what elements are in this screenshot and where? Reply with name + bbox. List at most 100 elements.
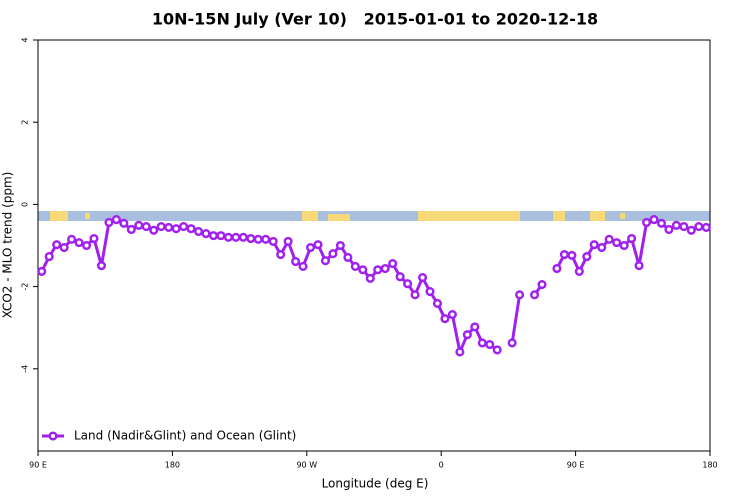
data-point xyxy=(432,298,443,309)
data-point xyxy=(619,240,629,251)
data-point xyxy=(462,330,472,340)
land-mask xyxy=(38,211,710,221)
data-point xyxy=(335,240,345,251)
data-point xyxy=(380,263,390,274)
data-point xyxy=(701,222,711,232)
plot-frame xyxy=(37,39,711,452)
x-tick-label: 180 xyxy=(165,461,180,470)
data-point xyxy=(313,240,323,250)
data-point xyxy=(417,273,428,283)
data-point xyxy=(440,314,450,324)
data-point xyxy=(388,259,398,269)
data-point xyxy=(664,224,674,235)
data-point xyxy=(305,243,316,253)
land-patch xyxy=(590,211,605,221)
data-point xyxy=(395,272,405,282)
data-point xyxy=(298,261,308,272)
data-point xyxy=(179,222,189,232)
data-point xyxy=(694,222,704,232)
legend-label: Land (Nadir&Glint) and Ocean (Glint) xyxy=(74,429,296,443)
data-point xyxy=(328,249,338,259)
data-point xyxy=(582,252,592,262)
data-point xyxy=(410,290,420,300)
data-point xyxy=(126,224,136,235)
data-point xyxy=(604,234,614,244)
data-point xyxy=(634,261,644,271)
data-point xyxy=(671,220,681,230)
data-point xyxy=(44,252,54,262)
data-point xyxy=(276,249,286,260)
data-point xyxy=(350,261,360,272)
data-point xyxy=(104,217,114,228)
y-tick-label: 0 xyxy=(21,202,30,207)
data-point xyxy=(627,233,637,244)
data-point xyxy=(111,215,121,225)
data-point xyxy=(171,224,181,234)
x-tick-label: 180 xyxy=(702,461,717,470)
data-point xyxy=(238,232,248,242)
y-tick-label: 2 xyxy=(21,120,30,125)
data-point xyxy=(455,347,465,357)
land-patch xyxy=(85,213,90,219)
data-point xyxy=(529,290,540,300)
data-point xyxy=(201,229,211,239)
x-tick-label: 0 xyxy=(439,461,444,470)
data-point xyxy=(507,338,517,348)
data-point xyxy=(656,218,667,228)
land-patch xyxy=(50,211,68,221)
data-point xyxy=(261,234,271,244)
y-tick-label: -2 xyxy=(21,283,30,291)
data-point xyxy=(52,240,62,250)
data-point xyxy=(164,222,174,232)
data-point xyxy=(373,265,383,275)
ocean-strip xyxy=(38,211,710,221)
data-point xyxy=(134,220,144,230)
land-patch xyxy=(620,213,625,219)
land-patch xyxy=(418,211,520,221)
data-point xyxy=(567,250,577,260)
data-point xyxy=(403,279,413,289)
y-tick-label: -4 xyxy=(21,365,30,373)
y-axis-label: XCO2 - MLO trend (ppm) xyxy=(1,172,15,319)
data-point xyxy=(589,240,599,250)
data-point xyxy=(186,224,196,234)
land-patch xyxy=(328,214,350,221)
data-point xyxy=(515,290,525,300)
data-point xyxy=(447,309,457,320)
data-point xyxy=(246,233,256,244)
data-point xyxy=(597,243,607,253)
data-point xyxy=(612,238,622,248)
data-point xyxy=(231,232,241,242)
data-point xyxy=(537,279,547,290)
data-point xyxy=(67,234,77,244)
data-point xyxy=(358,265,368,275)
y-tick-label: 4 xyxy=(21,37,30,42)
x-axis-label: Longitude (deg E) xyxy=(322,477,429,491)
land-patch xyxy=(553,211,565,221)
data-point xyxy=(552,263,562,274)
data-point xyxy=(253,234,263,244)
x-tick-label: 90 E xyxy=(29,461,47,470)
data-point xyxy=(96,261,107,271)
x-tick-label: 90 W xyxy=(296,461,317,470)
data-point xyxy=(149,225,159,235)
data-point xyxy=(365,273,375,283)
data-point xyxy=(208,231,219,241)
data-point xyxy=(141,222,151,232)
data-point xyxy=(649,215,659,225)
data-point xyxy=(268,236,278,246)
data-point xyxy=(641,217,652,228)
data-point xyxy=(74,238,84,248)
data-point xyxy=(291,256,301,267)
data-point xyxy=(485,340,495,350)
data-point xyxy=(477,338,487,348)
data-point xyxy=(492,345,502,355)
chart-title: 10N-15N July (Ver 10) 2015-01-01 to 2020… xyxy=(152,10,598,29)
legend-marker xyxy=(48,431,58,441)
data-point xyxy=(156,222,166,232)
data-point xyxy=(679,222,689,232)
x-tick-label: 90 E xyxy=(567,461,585,470)
data-point xyxy=(425,286,435,297)
